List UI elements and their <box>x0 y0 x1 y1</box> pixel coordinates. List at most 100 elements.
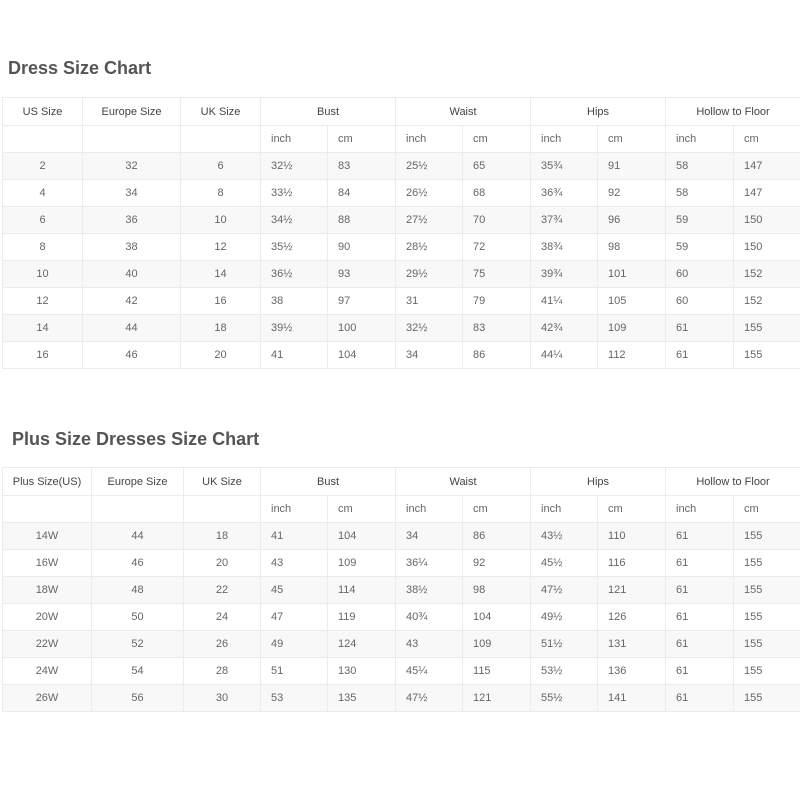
table-cell: 34 <box>395 341 464 369</box>
table-cell: 105 <box>597 287 667 315</box>
table-cell: 61 <box>665 684 735 712</box>
table-cell: 35½ <box>260 233 328 261</box>
table-cell: 150 <box>733 206 800 234</box>
table-cell: 50 <box>91 603 184 631</box>
table-cell: 83 <box>462 314 532 342</box>
table-cell: 58 <box>665 179 735 207</box>
table-cell: 84 <box>326 179 397 207</box>
table-cell: 136 <box>597 657 667 685</box>
column-header: Waist <box>395 467 532 496</box>
unit-header: inch <box>665 125 735 153</box>
table-cell: 61 <box>665 341 735 369</box>
unit-header: cm <box>462 495 532 523</box>
plus-size-table: Plus Size(US) Europe Size UK Size Bust Waist… <box>2 467 800 712</box>
table-row: 14W 44 18 41 104 34 86 43½ 110 61 155 <box>2 522 800 550</box>
table-cell: 53½ <box>530 657 599 685</box>
table-cell: 56 <box>91 684 184 712</box>
column-header: US Size <box>2 97 83 126</box>
table-cell: 60 <box>665 287 735 315</box>
table-cell: 147 <box>733 152 800 180</box>
table-cell: 83 <box>326 152 397 180</box>
table-cell: 47½ <box>395 684 464 712</box>
unit-header: inch <box>530 125 599 153</box>
table-cell: 45 <box>260 576 328 604</box>
table-cell: 152 <box>733 287 800 315</box>
unit-header: cm <box>326 495 397 523</box>
table-cell: 104 <box>326 341 397 369</box>
table-cell: 36 <box>82 206 181 234</box>
table-cell: 75 <box>462 260 532 288</box>
table-cell: 131 <box>597 630 667 658</box>
table-cell: 36¼ <box>395 549 464 577</box>
column-header: Bust <box>259 467 397 496</box>
unit-header: inch <box>260 125 328 153</box>
table-cell: 39¾ <box>530 260 599 288</box>
table-cell: 38¾ <box>530 233 599 261</box>
column-header: Hollow to Floor <box>665 97 800 126</box>
column-header: Europe Size <box>82 97 181 126</box>
table-row: 16 46 20 41 104 34 86 44¼ 112 61 155 <box>2 341 800 369</box>
table-row: 22W 52 26 49 124 43 109 51½ 131 61 155 <box>2 630 800 658</box>
table-cell: 8 <box>2 233 83 261</box>
table-cell: 155 <box>733 549 800 577</box>
table-cell: 14 <box>180 260 261 288</box>
table-cell: 110 <box>597 522 667 550</box>
table-row: 8 38 12 35½ 90 28½ 72 38¾ 98 59 150 <box>2 233 800 261</box>
column-header: Hollow to Floor <box>665 467 800 496</box>
table-cell: 41 <box>260 341 328 369</box>
table-cell: 40¾ <box>395 603 464 631</box>
table-cell: 155 <box>733 314 800 342</box>
plus-size-chart-title: Plus Size Dresses Size Chart <box>12 429 260 449</box>
table-cell: 31 <box>395 287 464 315</box>
unit-header: cm <box>462 125 532 153</box>
table-cell: 25½ <box>395 152 464 180</box>
table-cell: 47½ <box>530 576 599 604</box>
table-cell: 121 <box>597 576 667 604</box>
table-cell: 37¾ <box>530 206 599 234</box>
column-header: Europe Size <box>91 467 184 496</box>
table-cell: 60 <box>665 260 735 288</box>
table-cell: 124 <box>326 630 397 658</box>
table-cell: 41¼ <box>530 287 599 315</box>
column-header: UK Size <box>180 97 261 126</box>
table-cell: 155 <box>733 657 800 685</box>
table-cell: 61 <box>665 630 735 658</box>
table-cell: 20 <box>183 549 261 577</box>
table-cell: 61 <box>665 549 735 577</box>
table-cell: 86 <box>462 341 532 369</box>
table-cell: 24 <box>183 603 261 631</box>
table-cell: 32½ <box>260 152 328 180</box>
table-cell: 51½ <box>530 630 599 658</box>
table-row: 18W 48 22 45 114 38½ 98 47½ 121 61 155 <box>2 576 800 604</box>
table-cell: 54 <box>91 657 184 685</box>
table-cell: 42 <box>82 287 181 315</box>
table-cell: 90 <box>326 233 397 261</box>
table-cell: 98 <box>597 233 667 261</box>
table-cell: 33½ <box>260 179 328 207</box>
table-cell: 135 <box>326 684 397 712</box>
dress-size-table: US Size Europe Size UK Size Bust Waist Hips Ho… <box>2 97 800 369</box>
table-cell: 12 <box>2 287 83 315</box>
unit-header: inch <box>395 125 464 153</box>
table-cell: 49½ <box>530 603 599 631</box>
table-cell: 46 <box>91 549 184 577</box>
table-cell: 18 <box>180 314 261 342</box>
table-cell: 43 <box>395 630 464 658</box>
table-cell: 155 <box>733 684 800 712</box>
table-cell: 41 <box>260 522 328 550</box>
column-header: Waist <box>395 97 532 126</box>
table-cell: 126 <box>597 603 667 631</box>
table-cell: 45¼ <box>395 657 464 685</box>
table-cell: 48 <box>91 576 184 604</box>
table-cell: 100 <box>326 314 397 342</box>
table-row: 20W 50 24 47 119 40¾ 104 49½ 126 61 155 <box>2 603 800 631</box>
table-row: 26W 56 30 53 135 47½ 121 55½ 141 61 155 <box>2 684 800 712</box>
table-cell: 39½ <box>260 314 328 342</box>
table-cell: 65 <box>462 152 532 180</box>
table-cell: 26W <box>2 684 92 712</box>
table-cell: 26 <box>183 630 261 658</box>
table-cell: 6 <box>180 152 261 180</box>
table-cell: 32½ <box>395 314 464 342</box>
column-header: Bust <box>259 97 397 126</box>
table-cell: 29½ <box>395 260 464 288</box>
